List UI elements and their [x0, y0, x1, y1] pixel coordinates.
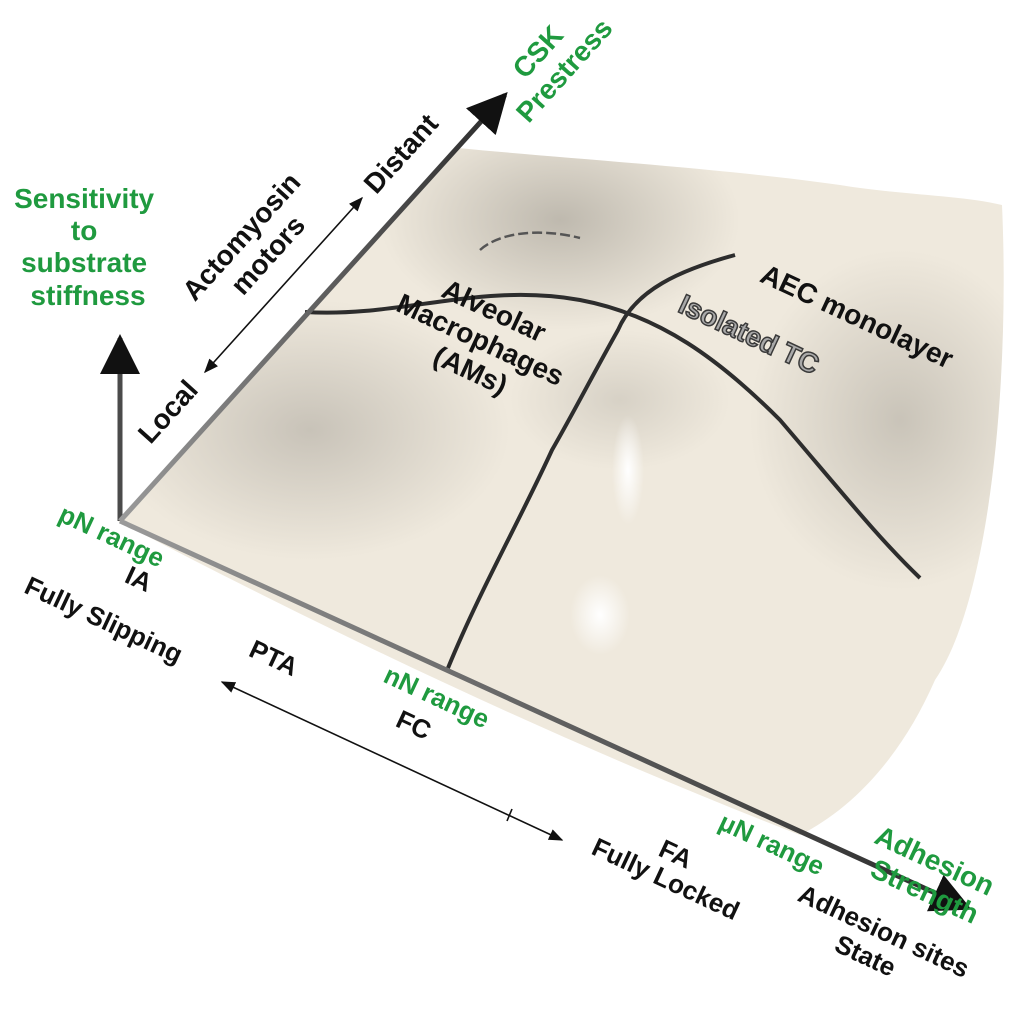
actomyosin-title: Actomyosin motors	[176, 161, 335, 328]
diagonal-axis-title: CSK Prestress	[486, 0, 618, 128]
vertical-title-line-4: stiffness	[30, 280, 145, 311]
vertical-axis-title: Sensitivity to substrate stiffness	[14, 183, 162, 311]
vertical-title-line-2: to	[71, 215, 97, 246]
fc-label: FC	[392, 704, 436, 746]
pta-label: PTA	[245, 634, 303, 682]
vertical-title-line-3: substrate	[21, 247, 147, 278]
vertical-title-line-1: Sensitivity	[14, 183, 154, 214]
fully-slipping-label: Fully Slipping	[20, 570, 187, 669]
